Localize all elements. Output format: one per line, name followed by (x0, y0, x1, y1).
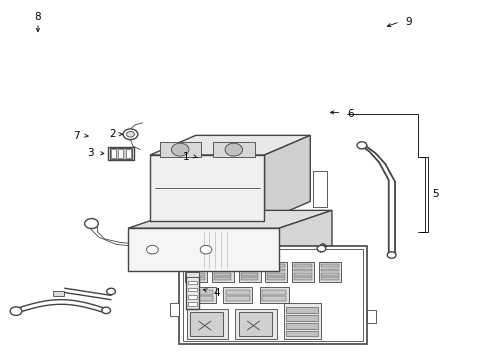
Bar (294, 273, 312, 276)
Bar (108, 147, 134, 160)
Bar (321, 269, 339, 271)
Bar (189, 290, 213, 295)
Bar (218, 240, 230, 246)
Bar (187, 309, 228, 339)
Bar (241, 273, 258, 276)
Bar (190, 312, 223, 337)
Bar (214, 273, 231, 276)
Bar (294, 264, 312, 267)
Circle shape (147, 246, 158, 254)
Bar (179, 246, 367, 344)
Bar (287, 315, 318, 321)
Bar (110, 148, 132, 159)
Text: 1: 1 (182, 152, 189, 162)
Bar (241, 264, 258, 267)
Bar (188, 281, 197, 284)
Bar (321, 277, 339, 280)
Bar (223, 287, 252, 303)
Bar (268, 269, 285, 271)
Bar (241, 269, 258, 271)
Text: 8: 8 (35, 13, 41, 22)
Polygon shape (279, 210, 332, 271)
Circle shape (317, 246, 326, 252)
Bar (214, 277, 231, 280)
Polygon shape (128, 210, 332, 228)
Bar (313, 171, 327, 207)
Bar (118, 149, 123, 158)
Bar (183, 249, 363, 342)
Bar (212, 262, 234, 282)
Circle shape (172, 143, 189, 156)
Bar (241, 277, 258, 280)
Bar (268, 264, 285, 267)
Bar (171, 303, 179, 316)
Bar (367, 310, 375, 323)
Bar (189, 296, 213, 301)
Bar (262, 296, 287, 301)
Bar (187, 273, 204, 276)
Bar (287, 331, 318, 337)
Circle shape (85, 219, 98, 229)
Circle shape (102, 307, 111, 314)
Text: 4: 4 (213, 288, 220, 297)
Bar (239, 262, 261, 282)
Bar (321, 273, 339, 276)
Circle shape (123, 129, 138, 140)
Bar (53, 292, 64, 296)
Bar (186, 272, 199, 277)
Text: 7: 7 (73, 131, 79, 141)
Polygon shape (265, 135, 310, 221)
Bar (187, 264, 204, 267)
Bar (125, 149, 130, 158)
Bar (321, 264, 339, 267)
Polygon shape (150, 135, 310, 155)
Bar (268, 273, 285, 276)
Bar (188, 288, 197, 292)
Bar (187, 287, 216, 303)
Bar (187, 277, 204, 280)
Bar (188, 295, 197, 298)
Bar (111, 149, 116, 158)
Text: 3: 3 (87, 148, 94, 158)
Text: 2: 2 (109, 129, 116, 139)
Bar (260, 287, 289, 303)
Text: 5: 5 (433, 189, 439, 199)
Bar (150, 155, 265, 221)
Bar (268, 277, 285, 280)
Bar (287, 307, 318, 313)
Bar (128, 228, 279, 271)
Bar (266, 262, 288, 282)
Bar (213, 143, 255, 157)
Circle shape (387, 252, 396, 258)
Bar (284, 303, 320, 339)
Bar (214, 264, 231, 267)
Bar (225, 290, 250, 295)
Text: 9: 9 (406, 17, 413, 27)
Bar (235, 309, 277, 339)
Circle shape (200, 246, 212, 254)
Bar (188, 302, 197, 306)
Bar (186, 276, 199, 309)
Bar (214, 269, 231, 271)
Bar (185, 262, 207, 282)
Bar (294, 277, 312, 280)
Circle shape (357, 142, 367, 149)
Circle shape (107, 288, 116, 295)
Circle shape (10, 307, 22, 315)
Circle shape (225, 143, 243, 156)
Bar (225, 296, 250, 301)
Bar (287, 323, 318, 329)
Bar (294, 269, 312, 271)
Circle shape (126, 131, 134, 137)
Bar (160, 143, 201, 157)
Bar (239, 312, 272, 337)
Text: 6: 6 (347, 109, 354, 119)
Bar (319, 262, 341, 282)
Bar (292, 262, 314, 282)
Bar (262, 290, 287, 295)
Bar (187, 269, 204, 271)
